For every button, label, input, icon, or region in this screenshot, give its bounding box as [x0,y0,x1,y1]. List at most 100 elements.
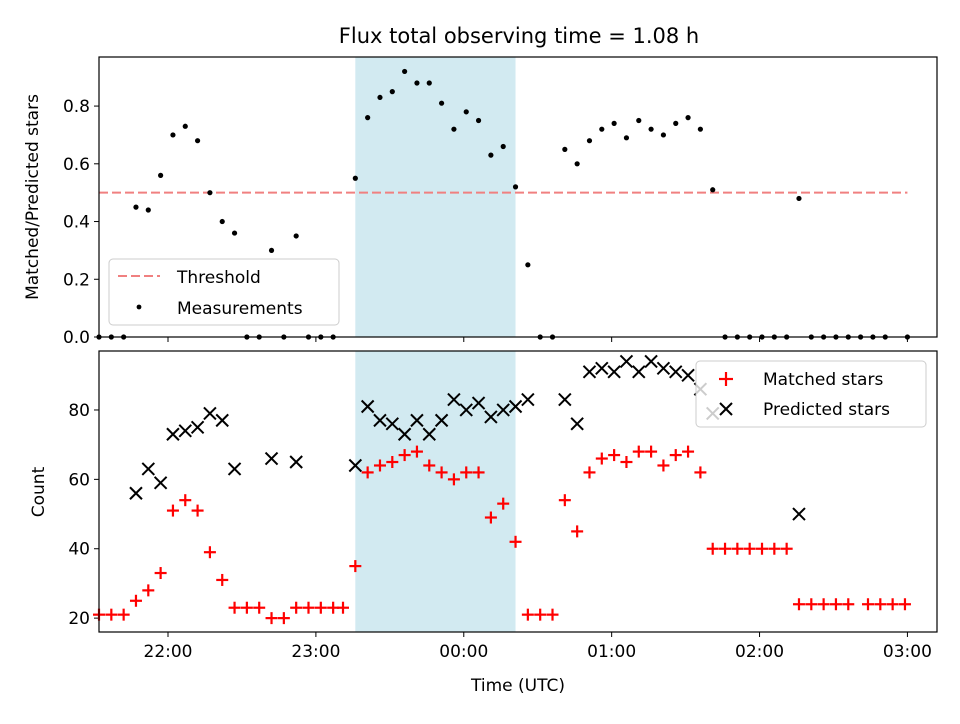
predicted-star-point [595,361,609,376]
matched-star-point [203,546,216,559]
predicted-star-point [619,354,634,369]
matched-star-point [731,542,744,555]
matched-star-point [484,511,497,524]
measurement-points [96,68,911,340]
predicted-star-point [656,361,671,376]
predicted-star-point [422,427,436,441]
predicted-star-point [607,365,621,379]
matched-star-point [546,608,559,621]
predicted-star-point [681,368,695,382]
x-tick-label: 23:00 [291,642,340,662]
measurement-point [685,115,691,121]
measurement-point [525,262,531,268]
measurement-point [194,138,201,144]
top-legend-box [108,258,340,326]
matched-star-point [645,445,658,458]
predicted-star-point [496,403,510,417]
matched-star-point [129,594,142,607]
measurement-point [438,100,445,106]
matched-star-point [694,466,707,479]
bottom-y-tick-label: 60 [68,470,90,490]
bottom-y-tick-label: 40 [68,540,90,560]
matched-star-point [228,601,241,614]
matched-star-point [768,542,781,555]
predicted-star-point [570,417,584,431]
matched-star-point [142,584,155,597]
predicted-star-point [153,476,168,490]
predicted-star-point [178,424,192,438]
matched-star-point [277,612,290,625]
legend-predicted-swatch [719,402,733,416]
top-y-tick-label: 0.6 [63,155,90,175]
matched-star-point [805,598,818,611]
top-legend: Threshold Measurements [108,258,340,326]
matched-star-point [253,601,266,614]
measurement-point [133,204,139,210]
predicted-star-point [484,410,498,424]
matched-star-point [534,608,547,621]
matched-star-point [191,504,204,517]
measurement-point [377,94,383,101]
matched-star-point [349,560,362,573]
matched-star-point [756,542,769,555]
matched-star-point [719,542,732,555]
top-y-tick-label: 0.2 [63,270,90,290]
predicted-star-point [348,458,363,473]
predicted-star-point [373,413,387,428]
x-tick-label: 00:00 [439,642,488,662]
measurement-point [268,247,275,254]
measurement-point [219,218,225,225]
matched-star-point [117,608,130,621]
matched-star-point [792,598,805,611]
measurement-point [488,152,494,158]
legend-measurement-swatch [136,304,142,310]
matched-star-point [842,598,855,611]
measurement-point [611,120,617,126]
predicted-star-point [203,406,217,421]
measurement-point [562,146,568,152]
measurement-point [475,117,482,124]
matched-star-point [166,504,179,517]
measurement-point [293,233,299,239]
measurement-point [207,190,213,196]
matched-star-point [632,445,645,458]
bottom-legend-box [695,360,927,428]
matched-star-point [410,445,423,458]
measurement-point [426,80,432,86]
matched-star-point [302,601,315,614]
matched-star-point [435,466,448,479]
top-y-axis: 0.0 0.2 0.4 0.6 0.8 [63,97,99,348]
predicted-star-point [215,413,229,428]
x-tick-label: 02:00 [735,642,784,662]
bottom-y-tick-label: 20 [68,609,90,629]
matched-star-point [743,542,756,555]
matched-star-point [829,598,842,611]
top-y-axis-label: Matched/Predicted stars [23,94,43,300]
legend-matched-label: Matched stars [763,370,883,390]
matched-star-point [558,494,571,507]
measurement-point [170,132,176,138]
predicted-star-point [632,365,646,379]
matched-star-point [669,449,682,462]
predicted-star-point [447,392,461,407]
measurement-point [574,161,580,167]
bottom-y-axis: 20 40 60 80 [68,401,99,629]
legend-predicted-label: Predicted stars [763,400,890,420]
matched-star-point [423,459,436,472]
matched-star-point [179,494,192,507]
matched-star-point [447,473,460,486]
top-highlight-span [355,57,516,337]
matched-star-point [373,459,386,472]
bottom-axes-frame [98,350,938,633]
predicted-star-point [471,396,486,410]
matched-star-point [240,601,253,614]
predicted-star-point [166,427,180,441]
matched-star-point [386,456,399,469]
measurement-point [352,175,358,181]
legend-matched-swatch [719,372,733,386]
matched-star-point [521,608,534,621]
predicted-star-point [129,486,143,500]
matched-star-point [509,535,522,548]
measurement-point [158,172,164,178]
